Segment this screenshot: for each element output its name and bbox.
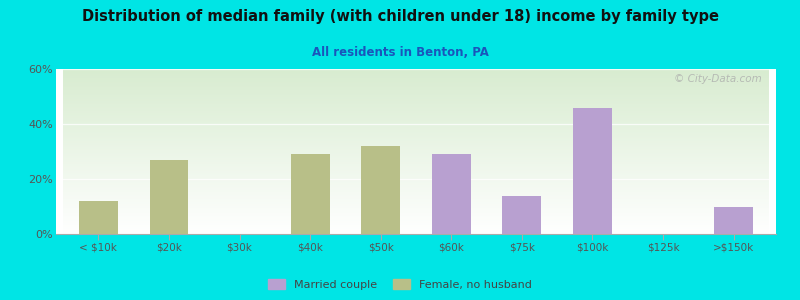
Bar — [150, 160, 188, 234]
Text: All residents in Benton, PA: All residents in Benton, PA — [311, 46, 489, 59]
Bar — [502, 196, 542, 234]
Bar — [573, 107, 612, 234]
Bar — [362, 146, 400, 234]
Text: Distribution of median family (with children under 18) income by family type: Distribution of median family (with chil… — [82, 9, 718, 24]
Legend: Married couple, Female, no husband: Married couple, Female, no husband — [264, 275, 536, 294]
Bar — [432, 154, 470, 234]
Text: © City-Data.com: © City-Data.com — [674, 74, 762, 84]
Bar — [79, 201, 118, 234]
Bar — [290, 154, 330, 234]
Bar — [714, 206, 753, 234]
